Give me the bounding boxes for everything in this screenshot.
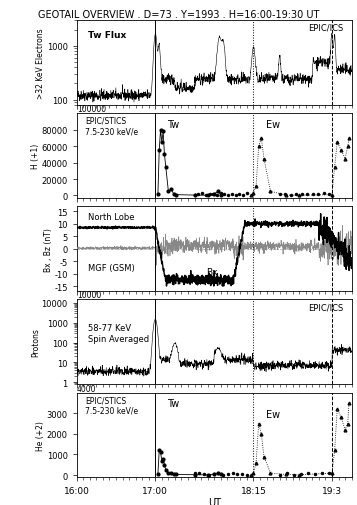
Text: EPIC/ICS: EPIC/ICS <box>308 24 343 33</box>
Y-axis label: >32 KeV Electrons: >32 KeV Electrons <box>36 28 45 98</box>
Text: Ew: Ew <box>266 120 281 130</box>
Text: 4000: 4000 <box>77 384 96 393</box>
Text: EPIC/STICS
7.5-230 keV/e: EPIC/STICS 7.5-230 keV/e <box>85 117 138 136</box>
Text: 58-77 KeV
Spin Averaged: 58-77 KeV Spin Averaged <box>88 324 149 343</box>
Text: 100000: 100000 <box>77 105 106 114</box>
Text: Bx: Bx <box>206 267 217 276</box>
Text: GEOTAIL OVERVIEW . D=73 . Y=1993 . H=16:00-19:30 UT: GEOTAIL OVERVIEW . D=73 . Y=1993 . H=16:… <box>38 10 319 20</box>
Text: Ew: Ew <box>266 410 281 420</box>
Y-axis label: He (+2): He (+2) <box>36 420 45 450</box>
X-axis label: UT: UT <box>208 496 221 505</box>
Text: Tw: Tw <box>167 398 180 409</box>
Text: Tw: Tw <box>167 120 180 130</box>
Text: MGF (GSM): MGF (GSM) <box>88 264 135 273</box>
Y-axis label: Protons: Protons <box>31 328 40 357</box>
Text: EPIC/ICS: EPIC/ICS <box>308 302 343 312</box>
Y-axis label: Bx , Bz (nT): Bx , Bz (nT) <box>44 227 53 271</box>
Text: 10000: 10000 <box>77 291 101 300</box>
Text: EPIC/STICS
7.5-230 keV/e: EPIC/STICS 7.5-230 keV/e <box>85 395 138 415</box>
Text: Tw Flux: Tw Flux <box>88 31 126 40</box>
Y-axis label: H (+1): H (+1) <box>31 144 40 169</box>
Text: North Lobe: North Lobe <box>88 213 134 222</box>
